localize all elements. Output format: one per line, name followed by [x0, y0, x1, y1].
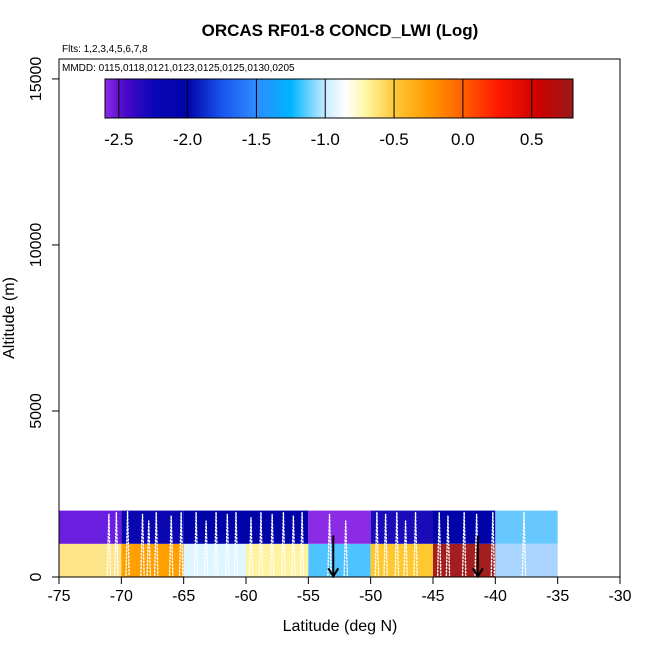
heatmap-cell-8 [59, 510, 122, 544]
track-spike-2 [125, 511, 130, 577]
heatmap-cell-7 [495, 543, 558, 577]
down-arrow-head [327, 567, 340, 579]
track-spike-1 [114, 512, 119, 577]
x-tick-label: -40 [484, 588, 507, 605]
x-tick-label: -50 [359, 588, 382, 605]
track-spike-31 [521, 512, 527, 577]
colorbar-tick-label: 0.5 [520, 130, 544, 149]
track-spike-21 [374, 512, 380, 577]
x-tick-label: -65 [172, 588, 195, 605]
heatmap-cell-5 [370, 543, 433, 577]
x-tick-label: -45 [421, 588, 444, 605]
track-spike-18 [299, 512, 305, 577]
track-spike-10 [213, 512, 219, 577]
plot-frame [58, 58, 621, 578]
y-axis-label: Altitude (m) [1, 277, 18, 359]
y-tick-label: 10000 [28, 223, 45, 268]
y-tick-label: 0 [28, 572, 45, 581]
track-spike-16 [281, 512, 286, 577]
heatmap-cell-15 [495, 510, 558, 544]
x-tick-label: -55 [297, 588, 320, 605]
x-tick-label: -60 [234, 588, 257, 605]
track-spike-0 [106, 513, 112, 577]
heatmap-cell-0 [59, 543, 122, 577]
track-spike-17 [291, 515, 296, 577]
track-spike-25 [413, 512, 418, 577]
track-spike-5 [153, 512, 159, 577]
track-spike-30 [490, 512, 496, 577]
track-spike-3 [140, 513, 145, 577]
down-arrow-head [472, 567, 484, 579]
colorbar-tick-label: -1.0 [311, 130, 340, 149]
track-spike-28 [461, 512, 467, 577]
x-tick-label: -35 [546, 588, 569, 605]
track-spike-26 [436, 512, 442, 577]
colorbar-tick-label: -0.5 [379, 130, 408, 149]
heatmap-cell-1 [121, 543, 184, 577]
track-spike-20 [343, 520, 349, 577]
chart-title: ORCAS RF01-8 CONCD_LWI (Log) [202, 21, 479, 40]
y-tick-label: 5000 [28, 393, 45, 429]
marker-arrows [327, 535, 484, 579]
flights-label: Flts: 1,2,3,4,5,6,7,8 [62, 44, 148, 55]
track-spike-19 [327, 513, 332, 577]
heatmap-cell-4 [308, 543, 371, 577]
track-spike-9 [203, 520, 209, 577]
colorbar: -2.5 -2.0 -1.5 -1.0 -0.5 0.0 0.5 [104, 78, 574, 149]
track-spike-14 [258, 512, 264, 577]
heatmap-cell-6 [433, 543, 496, 577]
down-arrow-1 [472, 535, 484, 579]
track-spike-27 [445, 515, 451, 577]
heatmap-cell-13 [370, 510, 433, 544]
track-spike-8 [193, 512, 199, 577]
x-tick-label: -30 [608, 588, 631, 605]
track-spike-23 [394, 512, 400, 577]
heatmap-cell-9 [121, 510, 184, 544]
track-spike-24 [403, 520, 408, 577]
track-spike-4 [146, 520, 152, 577]
track-spike-15 [269, 513, 275, 577]
y-tick-label: 15000 [28, 57, 45, 102]
y-axis: 0 5000 10000 15000 [28, 57, 59, 581]
track-spike-11 [225, 513, 230, 577]
x-tick-label: -70 [110, 588, 133, 605]
heatmap-cell-3 [246, 543, 309, 577]
flight-tracks [106, 511, 527, 577]
x-tick-label: -75 [47, 588, 70, 605]
heatmap-cells [59, 510, 558, 577]
colorbar-tick-label: -2.5 [104, 130, 133, 149]
heatmap-cell-12 [308, 510, 371, 544]
track-spike-13 [248, 517, 254, 577]
heatmap-cell-11 [246, 510, 309, 544]
dates-label: MMDD: 0115,0118,0121,0123,0125,0125,0130… [62, 63, 295, 74]
track-spike-7 [178, 512, 184, 577]
colorbar-tick-label: -2.0 [173, 130, 202, 149]
track-spike-6 [168, 515, 174, 577]
x-axis: -75 -70 -65 -60 -55 -50 -45 -40 -35 -30 [47, 577, 632, 605]
down-arrow-0 [327, 535, 340, 579]
colorbar-tick-label: -1.5 [242, 130, 271, 149]
colorbar-tick-label: 0.0 [451, 130, 475, 149]
colorbar-body [104, 78, 574, 119]
track-spike-22 [383, 513, 388, 577]
x-axis-label: Latitude (deg N) [283, 618, 398, 635]
track-spike-12 [233, 512, 239, 577]
